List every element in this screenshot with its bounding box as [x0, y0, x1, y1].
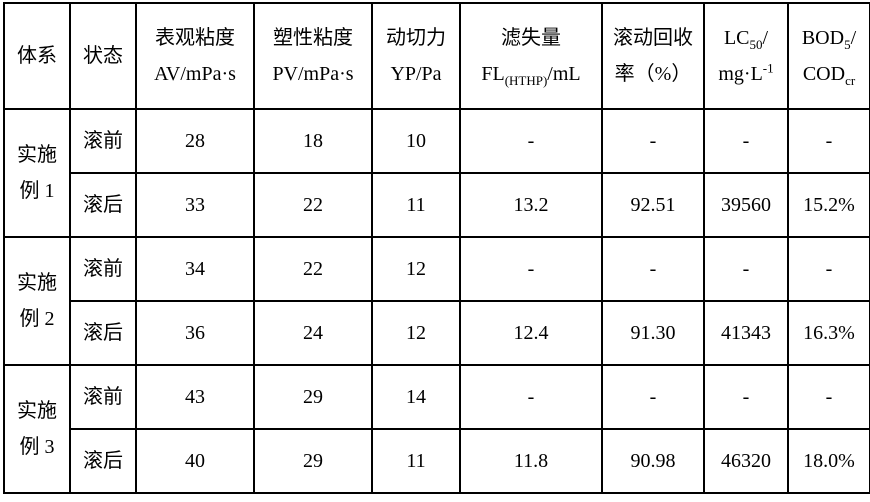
header-lc50-prefix: LC [724, 27, 750, 49]
header-bodcod: BOD5/ CODcr [788, 3, 870, 109]
header-cod-prefix: COD [803, 63, 845, 85]
data-table: 体系 状态 表观粘度 AV/mPa·s 塑性粘度 PV/mPa·s 动切力 YP… [3, 2, 870, 494]
cell-state: 滚前 [70, 109, 136, 173]
header-av: 表观粘度 AV/mPa·s [136, 3, 254, 109]
cell-yp: 11 [372, 173, 460, 237]
cell-bodcod: 16.3% [788, 301, 870, 365]
header-fl-line1: 滤失量 [501, 27, 561, 49]
cell-rec: - [602, 237, 704, 301]
header-lc50-line2-prefix: mg·L [718, 63, 762, 85]
cell-yp: 10 [372, 109, 460, 173]
system-line2: 例 1 [20, 180, 55, 202]
header-lc50-suffix: / [763, 27, 769, 49]
cell-av: 36 [136, 301, 254, 365]
cell-av: 28 [136, 109, 254, 173]
cell-yp: 12 [372, 301, 460, 365]
cell-state: 滚后 [70, 429, 136, 493]
header-pv-line2: PV/mPa·s [272, 63, 353, 85]
header-yp: 动切力 YP/Pa [372, 3, 460, 109]
table-row: 滚后 40 29 11 11.8 90.98 46320 18.0% [4, 429, 870, 493]
cell-fl: - [460, 109, 602, 173]
header-av-line1: 表观粘度 [155, 27, 235, 49]
header-fl-prefix: FL [481, 63, 504, 85]
cell-lc50: 41343 [704, 301, 788, 365]
header-bod-suffix: / [851, 27, 857, 49]
header-state: 状态 [70, 3, 136, 109]
table-row: 实施 例 2 滚前 34 22 12 - - - - [4, 237, 870, 301]
header-fl: 滤失量 FL(HTHP)/mL [460, 3, 602, 109]
header-system-label: 体系 [17, 45, 57, 67]
cell-lc50: 46320 [704, 429, 788, 493]
header-pv-line1: 塑性粘度 [273, 27, 353, 49]
cell-av: 33 [136, 173, 254, 237]
table-row: 滚后 33 22 11 13.2 92.51 39560 15.2% [4, 173, 870, 237]
table-row: 实施 例 1 滚前 28 18 10 - - - - [4, 109, 870, 173]
cell-pv: 22 [254, 173, 372, 237]
cell-state: 滚后 [70, 173, 136, 237]
table-row: 实施 例 3 滚前 43 29 14 - - - - [4, 365, 870, 429]
cell-fl: 13.2 [460, 173, 602, 237]
cell-yp: 11 [372, 429, 460, 493]
system-line2: 例 2 [20, 308, 55, 330]
cell-rec: - [602, 365, 704, 429]
system-line1: 实施 [17, 144, 57, 166]
cell-system: 实施 例 3 [4, 365, 70, 493]
cell-fl: - [460, 365, 602, 429]
cell-pv: 29 [254, 365, 372, 429]
cell-bodcod: - [788, 109, 870, 173]
cell-fl: - [460, 237, 602, 301]
cell-av: 43 [136, 365, 254, 429]
system-line1: 实施 [17, 272, 57, 294]
cell-bodcod: 18.0% [788, 429, 870, 493]
header-lc50-sub: 50 [750, 37, 763, 52]
header-rec: 滚动回收 率（%） [602, 3, 704, 109]
header-fl-suffix: /mL [547, 63, 580, 85]
cell-system: 实施 例 2 [4, 237, 70, 365]
cell-yp: 12 [372, 237, 460, 301]
cell-pv: 18 [254, 109, 372, 173]
cell-lc50: 39560 [704, 173, 788, 237]
header-rec-line2: 率（%） [615, 63, 692, 85]
header-rec-line1: 滚动回收 [613, 27, 693, 49]
header-yp-line2: YP/Pa [390, 63, 441, 85]
header-av-line2: AV/mPa·s [154, 63, 236, 85]
cell-state: 滚后 [70, 301, 136, 365]
cell-pv: 24 [254, 301, 372, 365]
system-line2: 例 3 [20, 436, 55, 458]
table-row: 滚后 36 24 12 12.4 91.30 41343 16.3% [4, 301, 870, 365]
cell-fl: 12.4 [460, 301, 602, 365]
cell-fl: 11.8 [460, 429, 602, 493]
cell-bodcod: - [788, 237, 870, 301]
system-line1: 实施 [17, 400, 57, 422]
cell-av: 40 [136, 429, 254, 493]
cell-bodcod: - [788, 365, 870, 429]
cell-lc50: - [704, 109, 788, 173]
cell-lc50: - [704, 365, 788, 429]
cell-state: 滚前 [70, 237, 136, 301]
header-yp-line1: 动切力 [386, 27, 446, 49]
header-bod-prefix: BOD [802, 27, 844, 49]
cell-pv: 22 [254, 237, 372, 301]
cell-state: 滚前 [70, 365, 136, 429]
cell-av: 34 [136, 237, 254, 301]
header-lc50: LC50/ mg·L-1 [704, 3, 788, 109]
cell-rec: 91.30 [602, 301, 704, 365]
header-cod-sub: cr [845, 73, 855, 88]
cell-system: 实施 例 1 [4, 109, 70, 237]
cell-bodcod: 15.2% [788, 173, 870, 237]
header-row: 体系 状态 表观粘度 AV/mPa·s 塑性粘度 PV/mPa·s 动切力 YP… [4, 3, 870, 109]
header-lc50-sup: -1 [763, 61, 774, 76]
cell-lc50: - [704, 237, 788, 301]
cell-rec: - [602, 109, 704, 173]
cell-rec: 90.98 [602, 429, 704, 493]
header-state-label: 状态 [83, 45, 123, 67]
header-fl-sub: (HTHP) [505, 73, 548, 88]
header-pv: 塑性粘度 PV/mPa·s [254, 3, 372, 109]
cell-rec: 92.51 [602, 173, 704, 237]
cell-pv: 29 [254, 429, 372, 493]
header-system: 体系 [4, 3, 70, 109]
cell-yp: 14 [372, 365, 460, 429]
